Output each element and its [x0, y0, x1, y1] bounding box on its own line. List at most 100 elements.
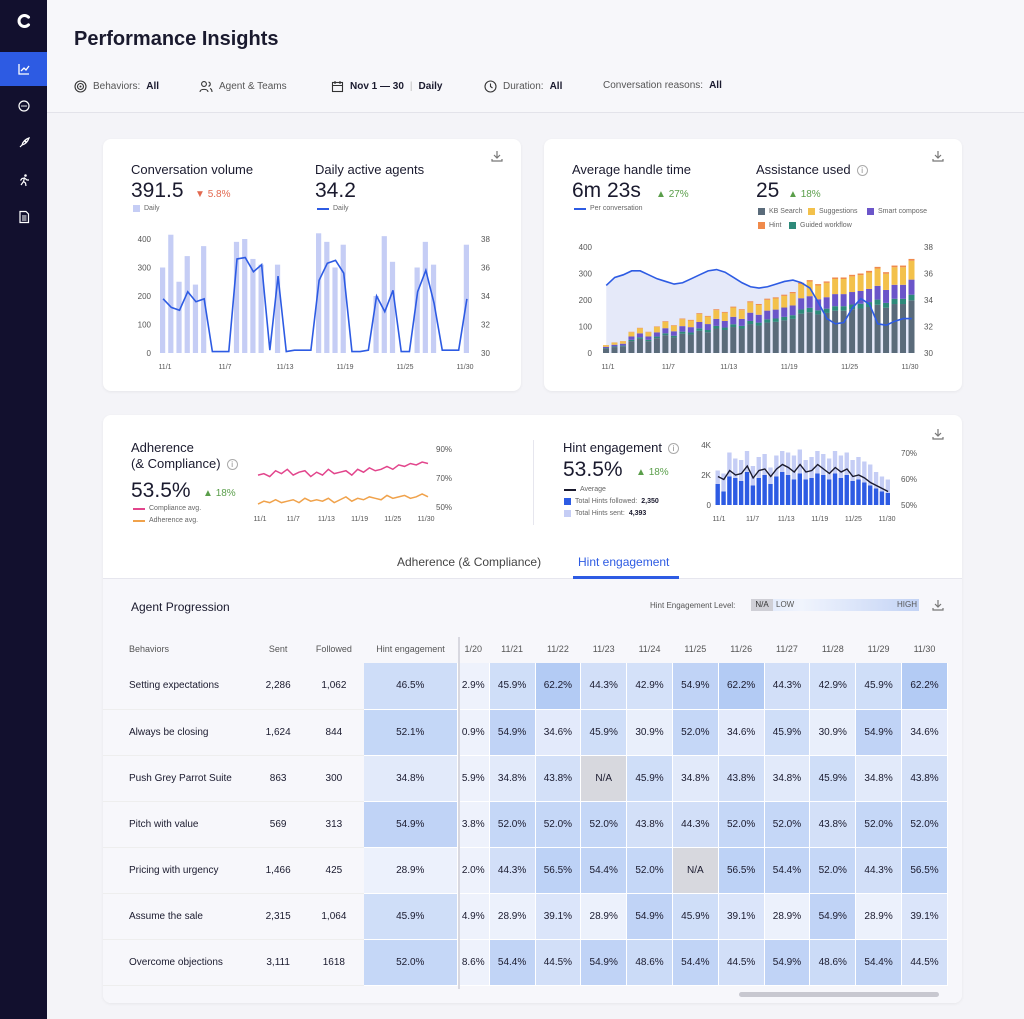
bar-followed [838, 478, 844, 505]
table-cell: 54.9% [489, 709, 536, 756]
y-axis-tick-label: 400 [579, 243, 593, 252]
table-cell: 43.8% [626, 801, 673, 848]
nav-item-activity[interactable] [0, 163, 47, 197]
filter-behaviors[interactable]: Behaviors: All [74, 80, 159, 93]
table-row[interactable]: Pitch with value 569 313 54.9% 3.8% 52.0% 52.0… [103, 801, 948, 848]
stacked-bar-segment [653, 327, 660, 333]
bar-sent [868, 464, 873, 505]
nav-item-insights[interactable] [0, 52, 47, 86]
filter-date[interactable]: Nov 1 — 30 | Daily [331, 80, 442, 93]
tab-adherence[interactable]: Adherence (& Compliance) [397, 555, 542, 569]
nav-item-conversations[interactable] [0, 89, 47, 123]
horizontal-scrollbar[interactable] [739, 992, 939, 997]
volume-legend: Daily [133, 205, 160, 212]
column-header[interactable]: 11/25 [684, 644, 707, 654]
legend-swatch [564, 498, 571, 505]
stacked-bar-segment [713, 328, 720, 353]
table-cell: 56.5% [718, 847, 765, 894]
column-header[interactable]: 11/27 [776, 644, 798, 654]
stacked-bar-segment [866, 272, 873, 289]
stacked-bar-segment [687, 327, 694, 333]
filter-granularity[interactable]: Daily [418, 81, 443, 92]
table-row[interactable]: Pricing with urgency 1,466 425 28.9% 2.0% 44.… [103, 847, 948, 894]
table-cell: 34.8% [855, 755, 902, 802]
stacked-bar-segment [908, 294, 915, 301]
stacked-bar-segment [679, 326, 686, 332]
download-icon[interactable] [931, 427, 945, 441]
filter-duration[interactable]: Duration: All [484, 80, 562, 93]
nav-item-launch[interactable] [0, 126, 47, 160]
stacked-bar-segment [738, 309, 745, 311]
legend-value: 2,350 [641, 498, 659, 505]
table-cell: 34.8% [672, 755, 719, 802]
run-icon [19, 174, 29, 187]
x-axis-tick-label: 11/25 [397, 364, 414, 371]
table-cell: 313 [304, 801, 364, 848]
stacked-bar-segment [619, 345, 626, 347]
table-cell: 45.9% [580, 709, 628, 756]
table-row[interactable]: Setting expectations 2,286 1,062 46.5% 2.9% 4… [103, 663, 948, 710]
table-cell: 2,315 [252, 893, 304, 940]
legend-line [133, 519, 145, 522]
column-header[interactable]: Hint engagement [376, 644, 445, 654]
download-icon[interactable] [931, 598, 945, 612]
column-header[interactable]: Behaviors [129, 644, 170, 654]
nav-item-reports[interactable] [0, 200, 47, 234]
stacked-bar-segment [900, 284, 907, 299]
stacked-bar-segment [645, 339, 652, 342]
bar-followed [780, 472, 785, 505]
stacked-bar-segment [645, 336, 652, 340]
info-icon[interactable]: i [226, 459, 238, 471]
info-icon[interactable]: i [668, 443, 680, 455]
bar [332, 267, 338, 353]
bar-followed [826, 479, 832, 505]
table-row[interactable]: Always be closing 1,624 844 52.1% 0.9% 54.9% 3… [103, 709, 948, 756]
column-header[interactable]: 11/23 [592, 644, 615, 654]
hint-engagement-chart: 4K 2K 0 70% 60% 50% 11/1 11/7 11/13 11/19 11/25 11/… [701, 441, 917, 523]
adherence-label: Adherence [131, 440, 194, 455]
assist-label-text: Assistance used [756, 162, 851, 177]
x-axis-tick-label: 11/7 [746, 516, 759, 523]
stacked-bar-segment [891, 298, 898, 305]
table-cell: 39.1% [535, 893, 582, 940]
table-row[interactable]: Overcome objections 3,111 1618 52.0% 8.6% 54.… [103, 939, 948, 986]
y-axis-tick-label: 4K [701, 441, 711, 450]
column-header[interactable]: 11/30 [913, 644, 936, 654]
users-icon [199, 81, 213, 93]
column-header[interactable]: 11/28 [821, 644, 844, 654]
filter-reasons[interactable]: Conversation reasons: All [603, 80, 722, 91]
legend-hints-sent: Total Hints sent: 4,393 [564, 510, 646, 517]
table-cell: 43.8% [901, 755, 948, 802]
column-header[interactable]: 11/29 [867, 644, 890, 654]
table-cell: 52.0% [672, 709, 719, 756]
download-icon[interactable] [490, 149, 504, 163]
table-row[interactable]: Push Grey Parrot Suite 863 300 34.8% 5.9% 34.… [103, 755, 948, 802]
column-header[interactable]: Sent [268, 644, 288, 654]
table-cell: 48.6% [809, 939, 857, 986]
table-cell: Assume the sale [103, 893, 253, 940]
filter-agents[interactable]: Agent & Teams [199, 80, 287, 93]
column-header[interactable]: 11/21 [501, 644, 524, 654]
table-cell: 54.9% [363, 801, 458, 848]
column-header[interactable]: 1/20 [464, 644, 482, 654]
frozen-column-divider [458, 637, 460, 989]
table-row[interactable]: Assume the sale 2,315 1,064 45.9% 4.9% 28.9% 3… [103, 893, 948, 940]
column-header[interactable]: 11/22 [546, 644, 569, 654]
y-axis-tick-label: 50% [436, 503, 452, 512]
page-title: Performance Insights [74, 28, 279, 50]
stacked-bar-segment [704, 315, 711, 317]
divider [533, 440, 534, 525]
stacked-bar-segment [823, 282, 830, 298]
info-icon[interactable]: i [856, 165, 868, 177]
table-cell: 3.8% [457, 801, 490, 848]
stacked-bar-segment [679, 331, 686, 334]
tab-hint-engagement[interactable]: Hint engagement [578, 555, 670, 569]
column-header[interactable]: 11/24 [638, 644, 661, 654]
column-header[interactable]: Followed [315, 644, 352, 654]
level-scale: N/A LOW HIGH [751, 599, 919, 611]
column-header[interactable]: 11/26 [730, 644, 753, 654]
download-icon[interactable] [931, 149, 945, 163]
legend-value: 4,393 [628, 510, 647, 517]
table-cell: 54.4% [855, 939, 902, 986]
app-logo[interactable] [0, 8, 47, 34]
